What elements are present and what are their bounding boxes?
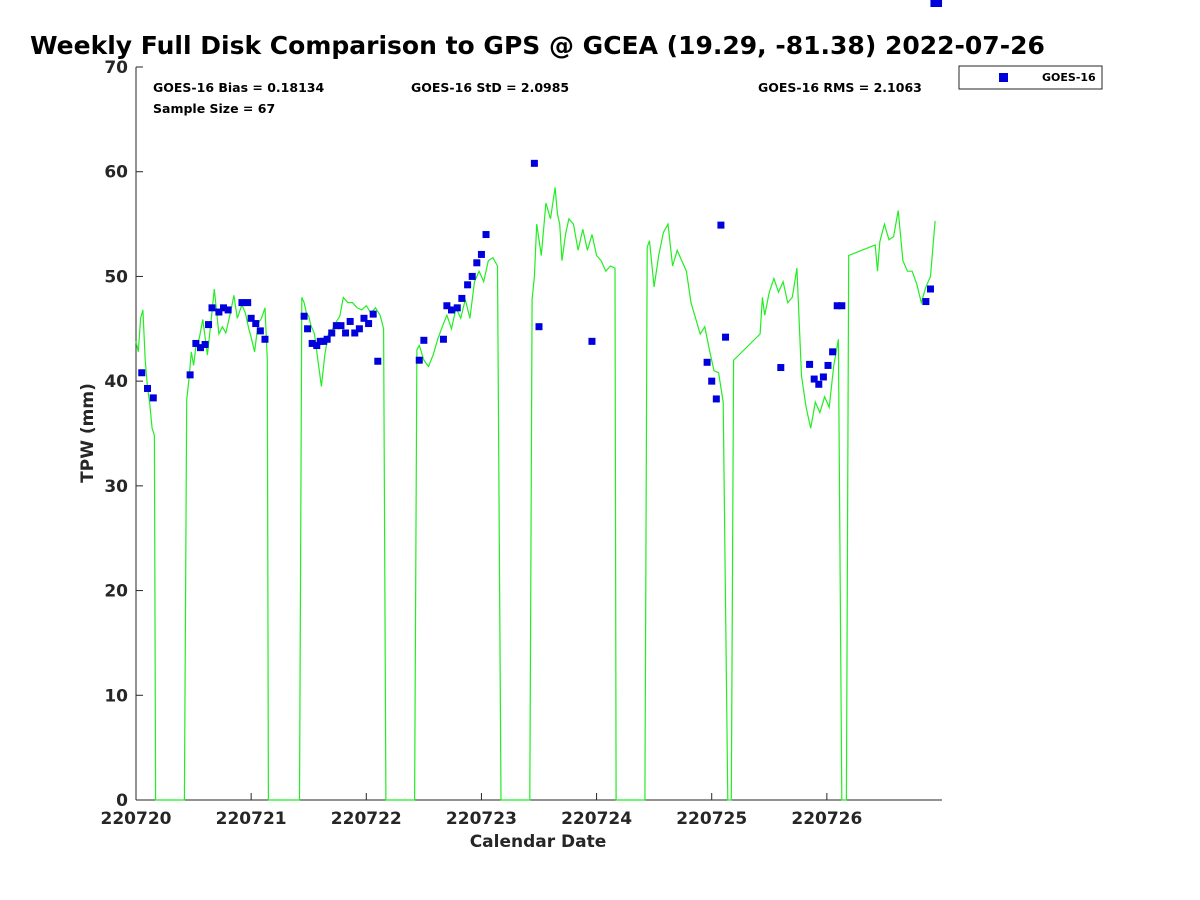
goes-data-point: [922, 298, 930, 306]
goes-data-point: [238, 299, 246, 307]
x-tick-label: 220721: [216, 809, 287, 829]
goes-data-point: [337, 322, 345, 330]
std-stat: GOES-16 StD = 2.0985: [411, 80, 569, 95]
goes-data-point: [824, 361, 832, 369]
y-tick-label: 70: [104, 58, 128, 78]
goes-data-point: [342, 329, 350, 337]
x-axis-ticks: 220720 220721 220722 220723 220724 220725 2207…: [101, 793, 862, 829]
goes-data-point: [346, 317, 354, 325]
goes-data-point: [464, 281, 472, 289]
legend-goes-marker: [999, 73, 1008, 82]
goes-data-point: [201, 340, 209, 348]
goes-data-point: [365, 320, 373, 328]
plot-area: 0 10 20 30 40 50 60 70 220720 220721 220722 220723…: [101, 0, 943, 829]
goes-data-point: [443, 302, 451, 310]
goes-data-point: [313, 342, 321, 350]
goes-data-point: [468, 272, 476, 280]
gps-series-line: [135, 187, 936, 801]
goes-data-point: [708, 377, 716, 385]
y-tick-label: 10: [104, 686, 128, 706]
goes-data-point: [588, 337, 596, 345]
goes-data-point: [712, 395, 720, 403]
goes-data-point: [192, 339, 200, 347]
goes-data-point: [215, 308, 223, 316]
y-tick-label: 30: [104, 477, 128, 497]
goes-data-point: [777, 364, 785, 372]
legend: GOES-16: [958, 65, 1103, 90]
goes-data-point: [815, 380, 823, 388]
goes-data-point: [351, 329, 359, 337]
goes-data-point: [535, 323, 543, 331]
goes-data-point: [328, 329, 336, 337]
y-tick-label: 60: [104, 163, 128, 183]
goes-data-point: [722, 333, 730, 341]
chart-title: Weekly Full Disk Comparison to GPS @ GCE…: [30, 31, 1045, 60]
goes-data-point: [415, 356, 423, 364]
y-axis-label: TPW (mm): [78, 383, 98, 483]
x-tick-label: 220723: [446, 809, 517, 829]
rms-stat: GOES-16 RMS = 2.1063: [758, 80, 922, 95]
goes-data-point: [447, 306, 455, 314]
goes-data-point: [829, 348, 837, 356]
goes-data-point: [244, 299, 252, 307]
goes-data-point: [530, 159, 538, 167]
goes-data-point: [810, 375, 818, 383]
goes-data-point: [256, 327, 264, 335]
goes-data-point: [205, 321, 213, 329]
goes-data-point: [926, 285, 934, 293]
legend-box: [958, 65, 1103, 90]
goes-data-point: [477, 250, 485, 258]
x-tick-label: 220722: [331, 809, 402, 829]
goes-data-point: [703, 358, 711, 366]
goes-data-point: [208, 304, 216, 312]
y-tick-label: 40: [104, 372, 128, 392]
goes-data-point: [252, 320, 260, 328]
x-tick-label: 220726: [791, 809, 862, 829]
goes-data-point: [420, 336, 428, 344]
goes-data-point: [453, 304, 461, 312]
goes-data-point: [439, 335, 447, 343]
bias-stat: GOES-16 Bias = 0.18134: [153, 80, 324, 95]
goes-data-point: [833, 302, 841, 310]
y-tick-label: 50: [104, 267, 128, 287]
goes-data-point: [819, 373, 827, 381]
goes-data-point: [220, 304, 228, 312]
goes-data-point: [247, 314, 255, 322]
goes-data-point: [355, 325, 363, 333]
goes-data-point: [323, 335, 331, 343]
goes-data-point: [149, 394, 157, 402]
goes-data-point: [304, 325, 312, 333]
series-layer: [135, 0, 943, 801]
goes-data-point: [806, 360, 814, 368]
x-tick-label: 220725: [676, 809, 747, 829]
y-tick-label: 0: [116, 791, 128, 811]
goes-data-point: [374, 357, 382, 365]
goes-data-point: [332, 322, 340, 330]
goes-data-point: [717, 221, 725, 229]
legend-goes-label: GOES-16: [1042, 71, 1096, 84]
goes-data-point: [144, 384, 152, 392]
y-tick-label: 20: [104, 582, 128, 602]
x-tick-label: 220724: [561, 809, 632, 829]
goes-data-point: [186, 371, 194, 379]
goes-data-point: [935, 0, 943, 7]
goes-data-point: [458, 294, 466, 302]
goes-data-point: [138, 369, 146, 377]
goes-data-point: [930, 0, 938, 7]
y-axis-ticks: 0 10 20 30 40 50 60 70: [104, 58, 143, 811]
goes-data-point: [838, 302, 846, 310]
x-tick-label: 220720: [101, 809, 172, 829]
goes-data-point: [261, 335, 269, 343]
goes-data-point: [369, 310, 377, 318]
goes-data-point: [308, 339, 316, 347]
goes-data-point: [360, 314, 368, 322]
goes-data-point: [473, 259, 481, 267]
goes-data-point: [300, 312, 308, 320]
sample-size-stat: Sample Size = 67: [153, 101, 275, 116]
goes-data-point: [196, 344, 204, 352]
x-axis-label: Calendar Date: [470, 832, 607, 852]
goes-data-point: [482, 231, 490, 239]
goes-data-point: [224, 306, 232, 314]
